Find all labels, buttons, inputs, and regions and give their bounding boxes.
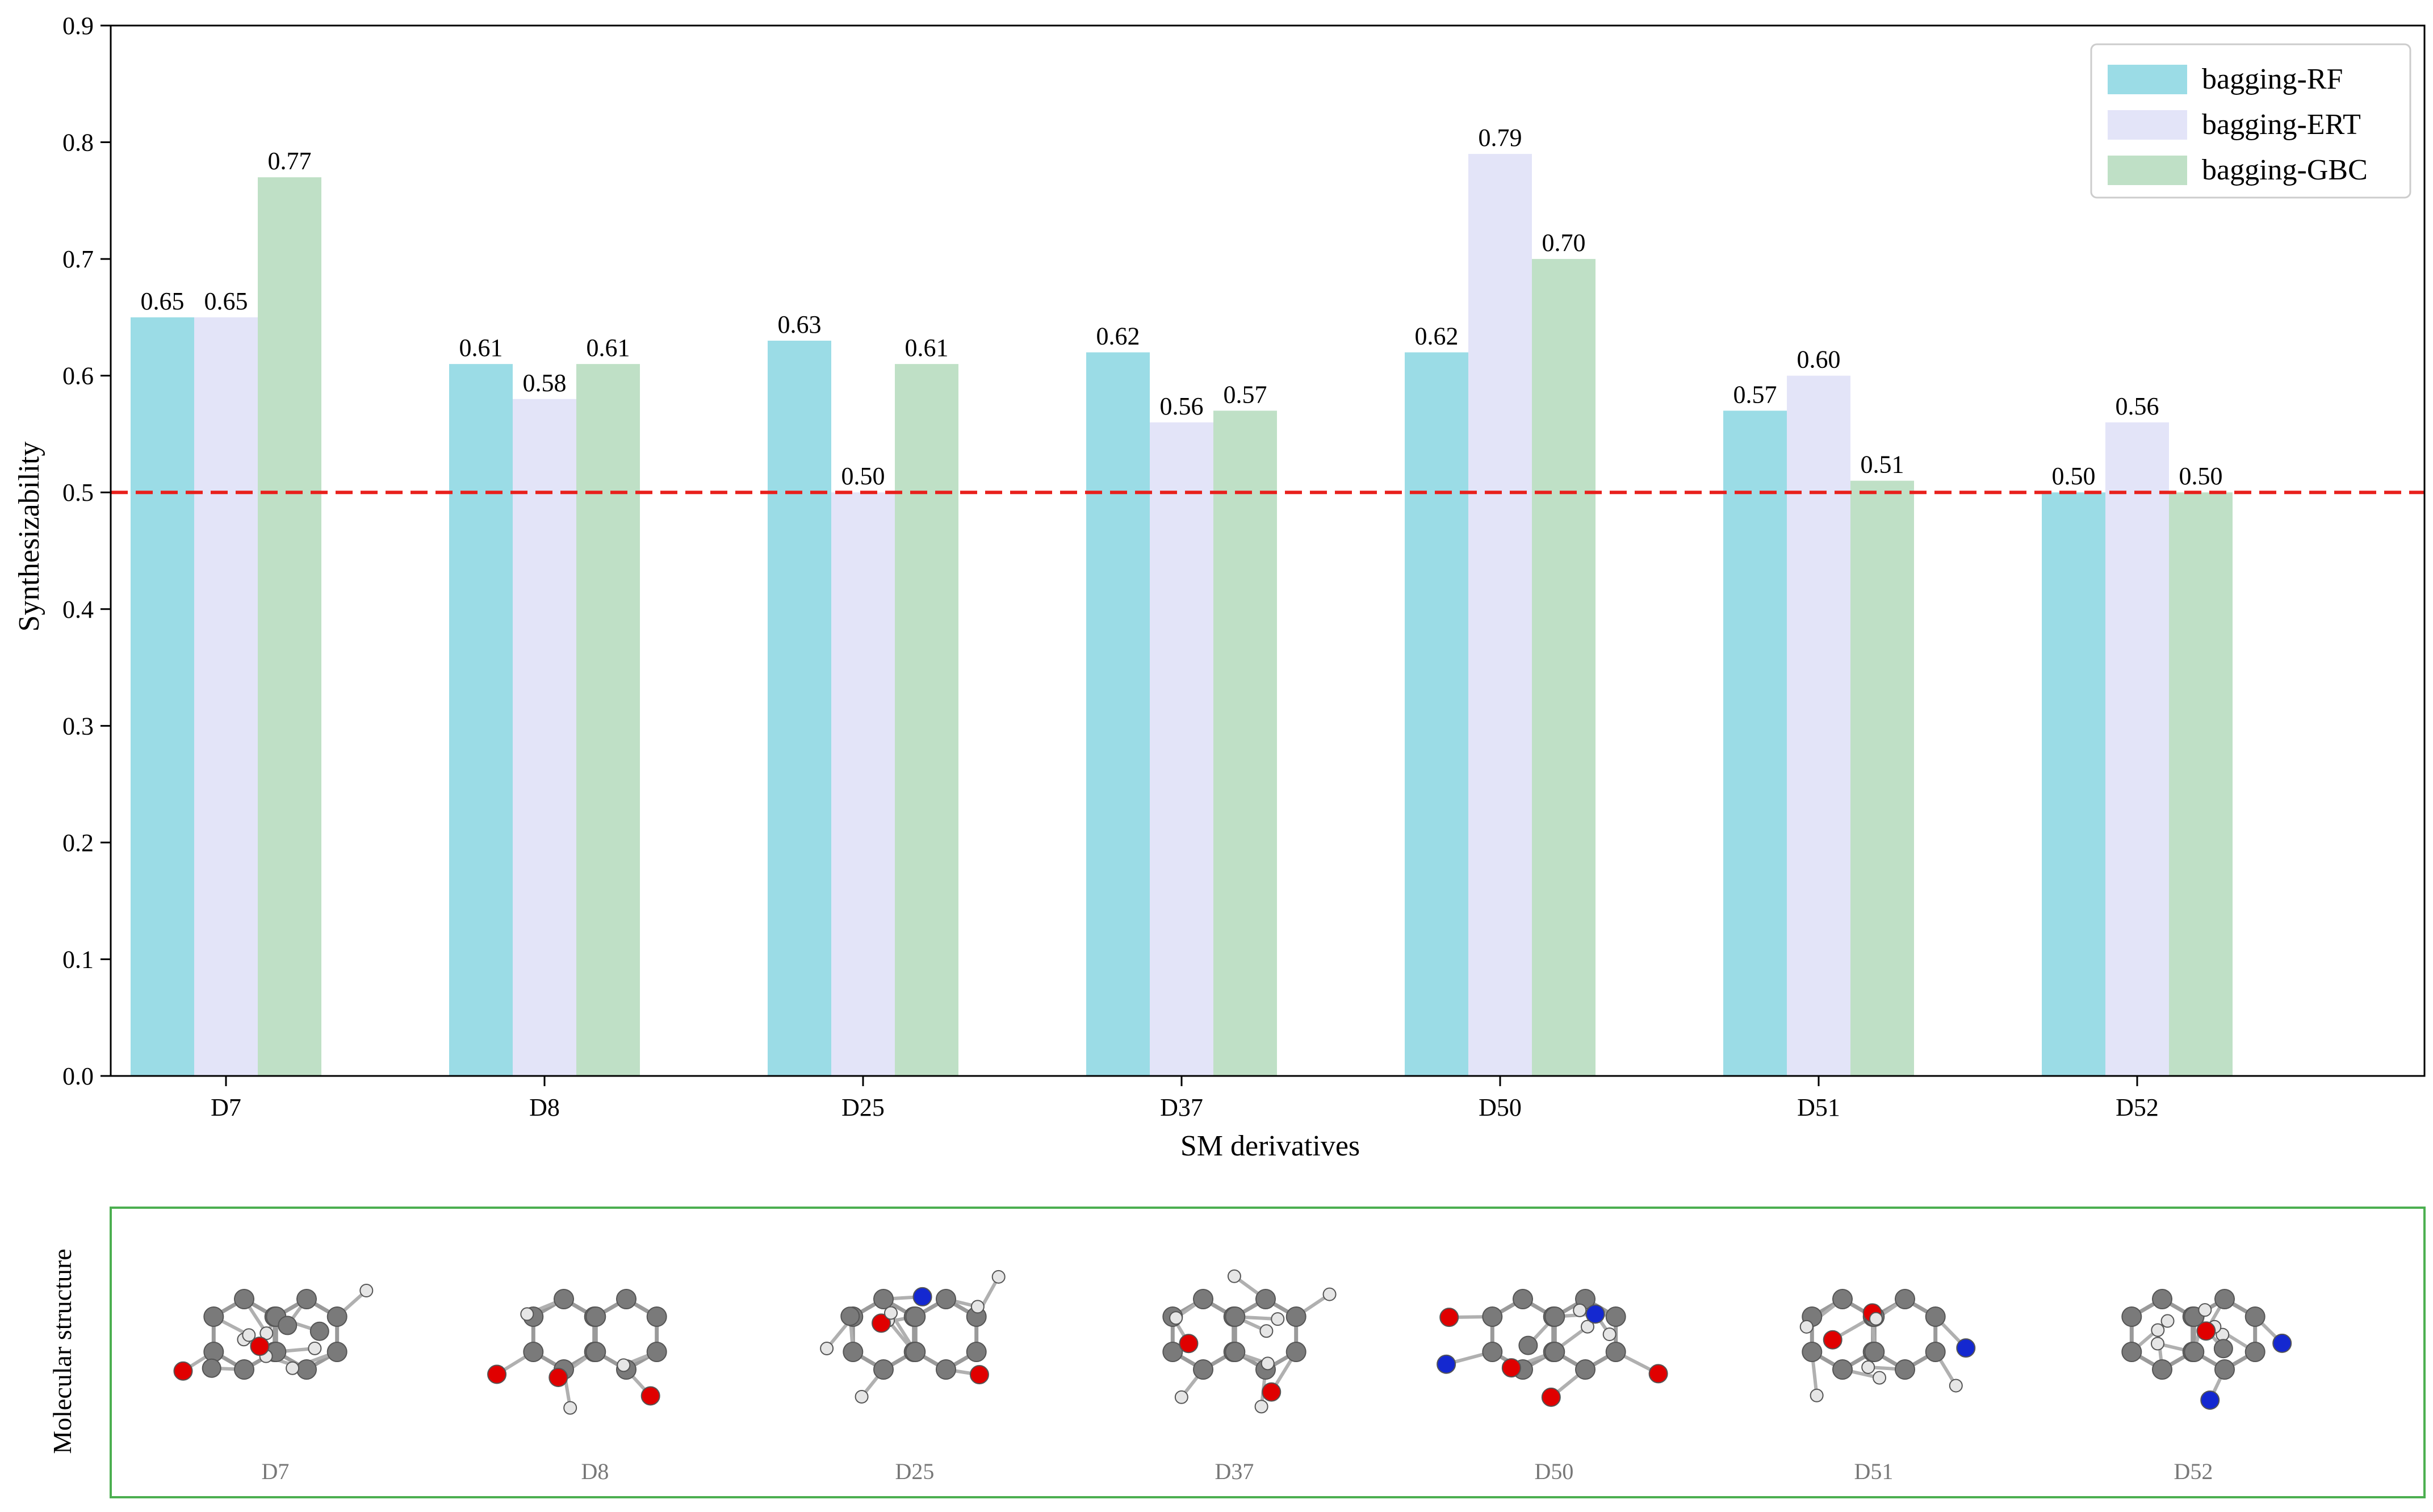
x-tick-label: D52 (2116, 1094, 2159, 1121)
y-tick-label: 0.9 (62, 12, 94, 40)
legend-swatch-bagging-GBC (2108, 156, 2187, 185)
bar-bagging-RF-D51 (1723, 411, 1787, 1077)
data-label: 0.57 (1733, 380, 1777, 408)
bar-bagging-RF-D7 (131, 317, 194, 1076)
x-tick-label: D8 (529, 1094, 560, 1121)
x-axis: D7 D8 D25 D37 D50 D51 D52 (211, 1076, 2159, 1121)
y-tick-label: 0.2 (62, 829, 94, 857)
data-label: 0.79 (1479, 124, 1522, 152)
bar-bagging-GBC-D7 (258, 177, 321, 1077)
molecule-label: D50 (1535, 1459, 1574, 1484)
data-label: 0.61 (905, 334, 949, 362)
bar-bagging-ERT-D51 (1787, 375, 1850, 1076)
bar-bagging-ERT-D52 (2105, 422, 2169, 1076)
data-label: 0.70 (1542, 229, 1586, 257)
x-tick-label: D7 (211, 1094, 241, 1121)
bar-bagging-RF-D8 (449, 364, 513, 1076)
data-label: 0.50 (841, 462, 885, 490)
legend-label: bagging-RF (2202, 63, 2343, 95)
x-tick-label: D25 (841, 1094, 885, 1121)
x-tick-label: D50 (1479, 1094, 1522, 1121)
bar-bagging-GBC-D8 (576, 364, 640, 1076)
data-label: 0.62 (1415, 322, 1459, 350)
molecule-D52 (2121, 1289, 2292, 1410)
bar-bagging-RF-D52 (2042, 492, 2105, 1077)
molecule-label: D25 (895, 1459, 935, 1484)
data-label: 0.50 (2179, 462, 2223, 490)
molecular-structure-panel: Molecular structure D7 D8 D25 D37 D50 D51 D52 (48, 1207, 2426, 1498)
bar-bagging-RF-D37 (1086, 352, 1150, 1076)
x-axis-title: SM derivatives (1180, 1130, 1360, 1162)
molecule-D8 (487, 1289, 667, 1415)
bar-bagging-GBC-D51 (1850, 480, 1914, 1076)
molecule-label: D51 (1854, 1459, 1894, 1484)
legend-swatch-bagging-ERT (2108, 110, 2187, 140)
molecule-label: D8 (581, 1459, 609, 1484)
y-tick-label: 0.1 (62, 945, 94, 973)
data-label: 0.61 (459, 334, 503, 362)
data-label: 0.56 (1160, 392, 1204, 420)
data-label: 0.63 (778, 311, 822, 338)
molecule-label: D52 (2174, 1459, 2213, 1484)
data-label: 0.62 (1096, 322, 1140, 350)
data-label: 0.50 (2052, 462, 2096, 490)
data-labels-layer: 0.65 0.65 0.77 0.61 0.58 0.61 0.63 0.50 0.61 0.62… (141, 124, 2223, 490)
bar-bagging-GBC-D37 (1213, 411, 1277, 1077)
molecule-D50 (1437, 1289, 1668, 1407)
y-tick-label: 0.6 (62, 362, 94, 390)
y-tick-label: 0.0 (62, 1062, 94, 1090)
data-label: 0.65 (141, 287, 185, 315)
x-tick-label: D51 (1797, 1094, 1840, 1121)
molecule-label: D37 (1215, 1459, 1254, 1484)
plot-frame (110, 24, 2426, 1077)
bar-bagging-RF-D25 (768, 341, 831, 1076)
y-tick-label: 0.3 (62, 712, 94, 740)
legend-label: bagging-GBC (2202, 154, 2368, 186)
legend-label: bagging-ERT (2202, 108, 2361, 141)
molecule-D25 (820, 1270, 1006, 1404)
bar-bagging-ERT-D25 (831, 492, 895, 1077)
y-tick-label: 0.7 (62, 245, 94, 273)
structure-panel-title: Molecular structure (48, 1249, 77, 1454)
y-tick-label: 0.5 (62, 479, 94, 506)
y-axis: 0.0 0.1 0.2 0.3 0.4 0.5 0.6 0.7 0.8 0.9 (62, 12, 111, 1090)
y-tick-label: 0.4 (62, 596, 94, 623)
data-label: 0.61 (587, 334, 630, 362)
data-label: 0.58 (523, 369, 567, 397)
bar-chart: 0.65 0.65 0.77 0.61 0.58 0.61 0.63 0.50 0.61 0.62… (62, 12, 2426, 1121)
data-label: 0.77 (268, 147, 312, 175)
x-tick-label: D37 (1160, 1094, 1203, 1121)
bar-bagging-GBC-D52 (2169, 492, 2233, 1077)
bar-bagging-RF-D50 (1405, 352, 1468, 1076)
bar-bagging-ERT-D7 (194, 317, 258, 1076)
data-label: 0.56 (2116, 392, 2159, 420)
bars-layer (131, 154, 2233, 1077)
molecule-label: D7 (262, 1459, 290, 1484)
molecule-D37 (1162, 1269, 1337, 1414)
y-tick-label: 0.8 (62, 129, 94, 157)
structure-panel-frame (110, 1207, 2426, 1498)
bar-bagging-GBC-D25 (895, 364, 958, 1076)
data-label: 0.51 (1861, 451, 1904, 479)
molecule-D7 (173, 1284, 374, 1381)
molecule-D51 (1799, 1289, 1976, 1402)
bar-bagging-GBC-D50 (1532, 259, 1596, 1077)
bar-bagging-ERT-D8 (513, 399, 576, 1076)
data-label: 0.65 (204, 287, 248, 315)
legend: bagging-RF bagging-ERT bagging-GBC (2090, 43, 2411, 199)
bar-bagging-ERT-D50 (1468, 154, 1532, 1077)
data-label: 0.57 (1224, 380, 1267, 408)
data-label: 0.60 (1797, 346, 1841, 374)
y-axis-title: Synthesizability (13, 441, 45, 631)
bar-bagging-ERT-D37 (1150, 422, 1213, 1076)
legend-swatch-bagging-RF (2108, 65, 2187, 94)
